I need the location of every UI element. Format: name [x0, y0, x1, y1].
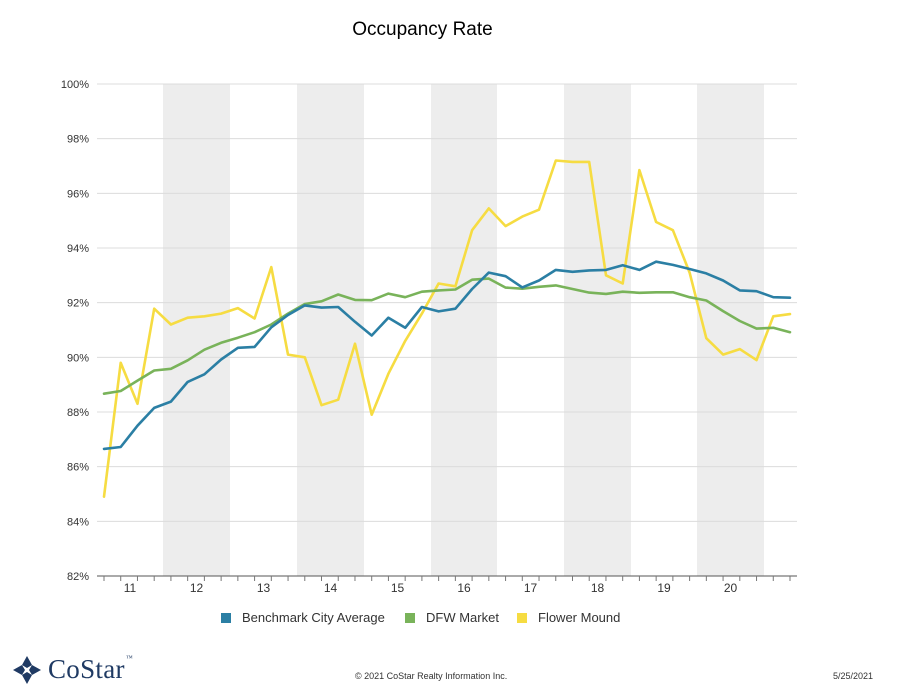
series-line-1 — [102, 277, 792, 396]
series-line-2 — [102, 159, 792, 499]
legend-swatch-flower-mound — [517, 612, 527, 623]
legend-swatch-dfw — [405, 612, 415, 623]
y-tick-label: 82% — [67, 571, 89, 583]
year-band — [431, 84, 497, 576]
x-tick-label: 13 — [257, 581, 271, 595]
legend-item-dfw[interactable]: DFW Market — [405, 610, 499, 625]
y-tick-label: 94% — [67, 243, 89, 255]
legend-label-dfw: DFW Market — [426, 610, 499, 625]
year-band — [163, 84, 230, 576]
legend-item-benchmark[interactable]: Benchmark City Average — [221, 610, 385, 625]
y-tick-label: 88% — [67, 407, 89, 419]
x-tick-label: 12 — [190, 581, 204, 595]
series-line-0 — [102, 260, 792, 451]
legend-swatch-benchmark — [221, 612, 231, 623]
y-tick-label: 86% — [67, 462, 89, 474]
copyright-text: © 2021 CoStar Realty Information Inc. — [355, 671, 508, 681]
legend-item-flower-mound[interactable]: Flower Mound — [517, 610, 620, 625]
legend: Benchmark City Average DFW Market Flower… — [0, 610, 900, 630]
y-tick-label: 100% — [61, 79, 89, 91]
year-band — [564, 84, 631, 576]
y-tick-label: 96% — [67, 188, 89, 200]
legend-label-flower-mound: Flower Mound — [538, 610, 621, 625]
x-tick-label: 19 — [657, 581, 671, 595]
x-tick-label: 16 — [457, 581, 471, 595]
costar-star-icon — [13, 655, 41, 684]
costar-logo: CoStar™ — [12, 654, 133, 685]
chart-title: Occupancy Rate — [352, 19, 493, 40]
legend-label-benchmark: Benchmark City Average — [242, 610, 385, 625]
x-tick-label: 20 — [724, 581, 738, 595]
y-tick-label: 84% — [67, 516, 89, 528]
y-tick-label: 98% — [67, 134, 89, 146]
costar-logo-text: CoStar™ — [48, 654, 133, 684]
x-tick-label: 17 — [524, 581, 538, 595]
year-band — [697, 84, 764, 576]
x-tick-label: 14 — [324, 581, 338, 595]
x-tick-label: 15 — [391, 581, 405, 595]
report-date: 5/25/2021 — [833, 671, 874, 681]
x-tick-label: 11 — [124, 581, 137, 595]
y-tick-label: 90% — [67, 352, 89, 364]
y-tick-label: 92% — [67, 298, 89, 310]
year-band — [297, 84, 364, 576]
x-tick-label: 18 — [591, 581, 605, 595]
